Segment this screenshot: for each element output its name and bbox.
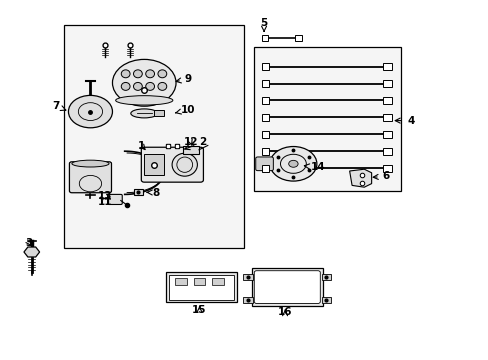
Text: 7: 7 [52, 101, 66, 111]
Ellipse shape [130, 109, 157, 118]
Bar [321, 274, 330, 280]
Bar [382, 80, 391, 87]
Ellipse shape [145, 70, 154, 78]
Bar [382, 148, 391, 155]
Bar [261, 165, 269, 172]
Bar [321, 297, 330, 303]
FancyBboxPatch shape [107, 194, 122, 204]
Circle shape [269, 147, 316, 181]
Bar [294, 35, 302, 41]
Ellipse shape [145, 82, 154, 90]
FancyBboxPatch shape [69, 162, 111, 193]
Text: 5: 5 [260, 18, 267, 31]
Bar [63, 25, 244, 248]
Bar [382, 63, 391, 70]
FancyBboxPatch shape [141, 147, 203, 182]
FancyBboxPatch shape [255, 157, 273, 171]
Ellipse shape [121, 70, 130, 78]
Text: 9: 9 [176, 74, 191, 84]
Bar [261, 80, 269, 87]
Text: 4: 4 [394, 116, 414, 126]
FancyBboxPatch shape [254, 271, 320, 303]
Bar [382, 114, 391, 121]
Bar [254, 47, 400, 191]
Bar [175, 278, 186, 285]
Bar [251, 268, 322, 306]
Ellipse shape [158, 70, 166, 78]
Bar [166, 272, 237, 302]
Ellipse shape [115, 96, 173, 105]
Text: 2: 2 [184, 137, 206, 150]
Text: 3: 3 [26, 238, 33, 248]
Bar [261, 35, 268, 41]
Bar [243, 297, 252, 303]
Bar [261, 97, 269, 104]
Text: 14: 14 [304, 162, 325, 172]
Ellipse shape [72, 160, 109, 167]
Ellipse shape [133, 82, 142, 90]
Text: 10: 10 [175, 105, 195, 115]
Bar [169, 275, 234, 300]
Text: 16: 16 [277, 307, 292, 318]
Text: 11: 11 [98, 197, 112, 207]
Bar [193, 278, 205, 285]
Text: 6: 6 [372, 171, 389, 181]
Bar [382, 165, 391, 172]
Bar [261, 114, 269, 121]
Text: 8: 8 [147, 188, 160, 198]
Text: 12: 12 [183, 137, 198, 147]
Bar [261, 148, 269, 155]
Text: 15: 15 [192, 305, 206, 315]
Polygon shape [349, 169, 371, 187]
Circle shape [68, 95, 112, 128]
Bar [144, 154, 163, 175]
Ellipse shape [172, 153, 197, 176]
Bar [154, 110, 163, 116]
Bar [261, 63, 269, 70]
Bar [183, 146, 199, 154]
Bar [382, 131, 391, 138]
Text: 13: 13 [98, 191, 112, 201]
Circle shape [288, 160, 298, 167]
Ellipse shape [121, 82, 130, 90]
Bar [243, 274, 252, 280]
Ellipse shape [158, 82, 166, 90]
Text: 1: 1 [138, 141, 145, 151]
Bar [212, 278, 224, 285]
Circle shape [112, 59, 176, 106]
Bar [134, 189, 143, 195]
Ellipse shape [133, 70, 142, 78]
Bar [261, 131, 269, 138]
Bar [382, 97, 391, 104]
